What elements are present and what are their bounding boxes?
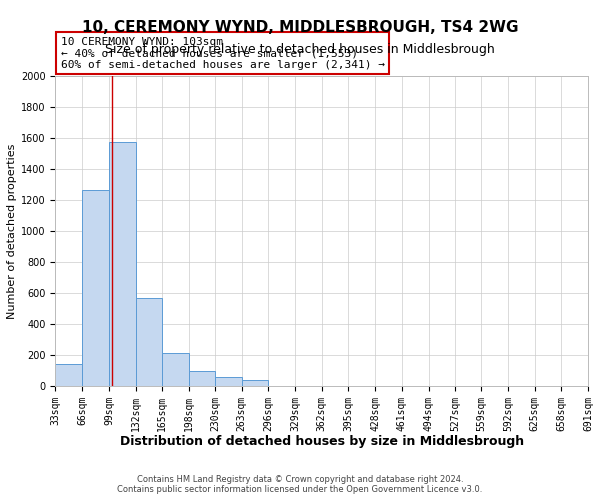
Bar xyxy=(163,352,189,386)
Bar xyxy=(136,298,163,386)
Y-axis label: Number of detached properties: Number of detached properties xyxy=(7,143,17,318)
Bar xyxy=(109,142,136,386)
Bar xyxy=(189,371,215,386)
Text: Contains public sector information licensed under the Open Government Licence v3: Contains public sector information licen… xyxy=(118,484,482,494)
Bar xyxy=(242,380,268,386)
Bar xyxy=(55,364,82,386)
Text: 10 CEREMONY WYND: 103sqm
← 40% of detached houses are smaller (1,553)
60% of sem: 10 CEREMONY WYND: 103sqm ← 40% of detach… xyxy=(61,36,385,70)
X-axis label: Distribution of detached houses by size in Middlesbrough: Distribution of detached houses by size … xyxy=(119,435,524,448)
Text: Size of property relative to detached houses in Middlesbrough: Size of property relative to detached ho… xyxy=(105,42,495,56)
Text: Contains HM Land Registry data © Crown copyright and database right 2024.: Contains HM Land Registry data © Crown c… xyxy=(137,475,463,484)
Bar xyxy=(215,378,242,386)
Bar xyxy=(82,190,109,386)
Text: 10, CEREMONY WYND, MIDDLESBROUGH, TS4 2WG: 10, CEREMONY WYND, MIDDLESBROUGH, TS4 2W… xyxy=(82,20,518,35)
